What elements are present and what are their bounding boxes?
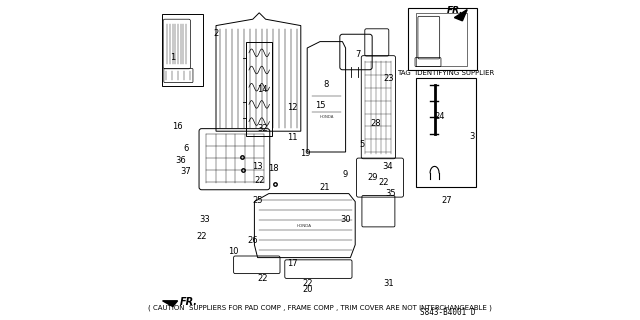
- Text: 10: 10: [228, 247, 239, 256]
- Text: 11: 11: [287, 133, 298, 142]
- Text: 16: 16: [172, 122, 183, 131]
- Text: 9: 9: [343, 170, 348, 179]
- Text: 8: 8: [324, 80, 329, 89]
- Text: 34: 34: [382, 162, 392, 171]
- Text: FR.: FR.: [180, 297, 198, 307]
- Text: 22: 22: [196, 232, 207, 241]
- Text: HONDA: HONDA: [296, 224, 312, 228]
- Text: 26: 26: [248, 236, 258, 245]
- Text: 1: 1: [170, 53, 175, 62]
- Text: 31: 31: [383, 279, 394, 288]
- Text: 6: 6: [183, 144, 188, 153]
- Text: 32: 32: [257, 124, 268, 132]
- Text: 19: 19: [300, 149, 311, 158]
- Text: 22: 22: [254, 176, 264, 185]
- Text: 36: 36: [175, 156, 186, 164]
- Bar: [408, 8, 477, 70]
- Bar: [161, 14, 204, 86]
- Text: 5: 5: [359, 140, 364, 148]
- Text: 13: 13: [252, 162, 263, 171]
- Text: 33: 33: [200, 215, 210, 224]
- Text: TAG  IDENTIFYING SUPPLIER: TAG IDENTIFYING SUPPLIER: [397, 70, 495, 76]
- Text: 20: 20: [302, 285, 312, 294]
- Text: 15: 15: [315, 101, 325, 110]
- Text: 17: 17: [287, 260, 298, 268]
- Text: 23: 23: [383, 74, 394, 83]
- Text: 7: 7: [356, 50, 361, 59]
- Text: 22: 22: [257, 274, 268, 283]
- Text: 35: 35: [385, 189, 396, 198]
- Text: 28: 28: [371, 119, 381, 128]
- Bar: [416, 78, 476, 187]
- Text: 21: 21: [319, 183, 330, 192]
- Text: 14: 14: [257, 85, 268, 94]
- Text: 29: 29: [367, 173, 378, 182]
- Polygon shape: [454, 10, 467, 21]
- Text: 25: 25: [252, 196, 263, 204]
- Text: S843-B4001 D: S843-B4001 D: [420, 308, 475, 317]
- Text: 22: 22: [379, 178, 389, 187]
- Text: 2: 2: [213, 29, 219, 38]
- Text: 3: 3: [469, 132, 475, 140]
- Text: 30: 30: [340, 215, 351, 224]
- Text: FR.: FR.: [447, 6, 463, 15]
- Text: 24: 24: [435, 112, 445, 121]
- Text: ( CAUTION  SUPPLIERS FOR PAD COMP , FRAME COMP , TRIM COVER ARE NOT INTERCHANGEA: ( CAUTION SUPPLIERS FOR PAD COMP , FRAME…: [148, 305, 492, 311]
- Polygon shape: [163, 301, 178, 307]
- Text: HONDA: HONDA: [319, 116, 333, 119]
- Text: 12: 12: [287, 103, 298, 112]
- Text: 22: 22: [302, 279, 312, 288]
- Text: 18: 18: [268, 164, 279, 172]
- Text: 37: 37: [180, 167, 191, 176]
- Text: 27: 27: [441, 196, 452, 204]
